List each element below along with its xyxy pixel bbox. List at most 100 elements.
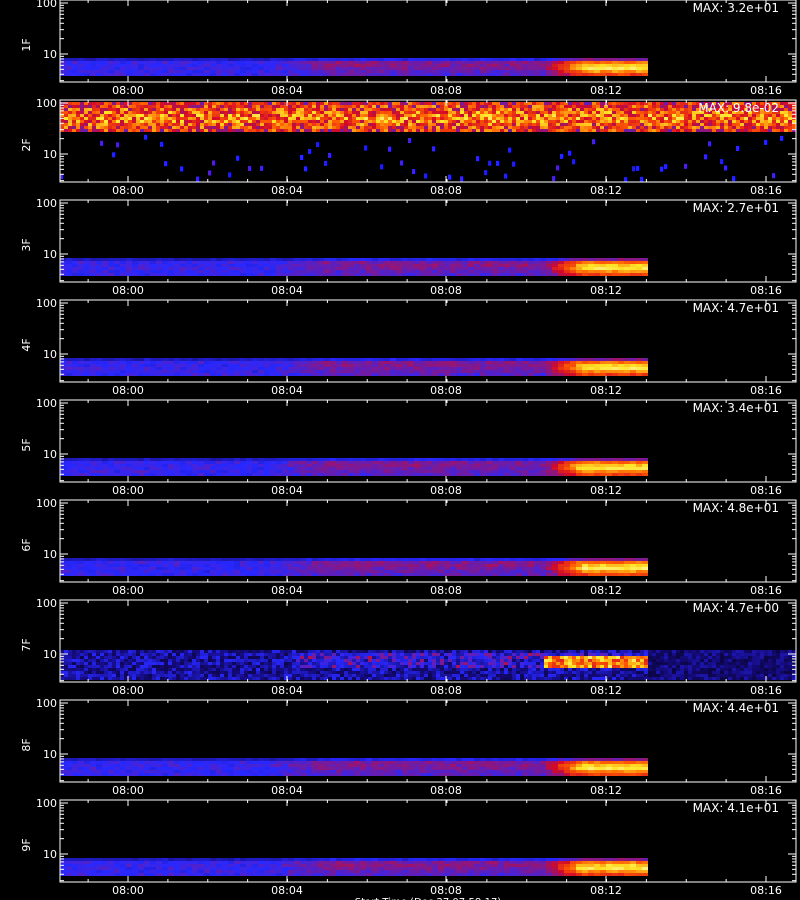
panel-frame: [59, 699, 797, 783]
max-label: MAX: 4.7e+00: [693, 601, 779, 615]
x-tick-label: 08:00: [112, 484, 144, 497]
panel-6f: 10 100 08:00 08:04 08:08 08:12 08:16 6F MAX: 4.8…: [20, 497, 797, 597]
x-tick-label: 08:16: [750, 84, 782, 97]
x-tick-label: 08:04: [271, 184, 303, 197]
x-tick-label: 08:04: [271, 84, 303, 97]
x-tick-label: 08:08: [430, 284, 462, 297]
y-tick-label: 10: [43, 548, 57, 561]
y-axis-label: 7F: [20, 638, 33, 651]
x-tick-label: 08:12: [590, 784, 622, 797]
y-tick-label: 100: [36, 497, 57, 510]
heatmap-cells: [60, 758, 648, 776]
heatmap-cells: [60, 258, 648, 276]
x-tick-label: 08:12: [590, 184, 622, 197]
y-tick-label: 10: [43, 148, 57, 161]
x-tick-label: 08:04: [271, 584, 303, 597]
x-tick-label: 08:12: [590, 284, 622, 297]
x-tick-label: 08:16: [750, 784, 782, 797]
panel-9f: 10 100 08:00 08:04 08:08 08:12 08:16 9F MAX: 4.1…: [20, 797, 797, 897]
x-tick-label: 08:08: [430, 784, 462, 797]
y-axis-label: 3F: [20, 238, 33, 251]
x-tick-label: 08:16: [750, 584, 782, 597]
y-tick-label: 10: [43, 348, 57, 361]
heatmap-cells: [60, 102, 796, 182]
x-tick-label: 08:04: [271, 884, 303, 897]
max-label: MAX: 3.2e+01: [693, 1, 779, 15]
x-tick-label: 08:12: [590, 584, 622, 597]
heatmap-cells: [60, 358, 648, 376]
y-tick-label: 10: [43, 48, 57, 61]
x-tick-label: 08:16: [750, 684, 782, 697]
y-tick-label: 100: [36, 0, 57, 10]
y-tick-label: 10: [43, 748, 57, 761]
x-tick-label: 08:16: [750, 384, 782, 397]
y-tick-label: 10: [43, 448, 57, 461]
y-axis-label: 1F: [20, 38, 33, 51]
x-tick-label: 08:04: [271, 784, 303, 797]
max-label: MAX: 4.1e+01: [693, 801, 779, 815]
x-tick-label: 08:00: [112, 784, 144, 797]
max-label: MAX: 2.7e+01: [693, 201, 779, 215]
y-tick-label: 100: [36, 597, 57, 610]
heatmap-cells: [60, 458, 648, 476]
x-tick-label: 08:12: [590, 884, 622, 897]
x-tick-label: 08:12: [590, 484, 622, 497]
x-tick-label: 08:12: [590, 684, 622, 697]
panel-frame: [59, 99, 797, 183]
max-label: MAX: 9.8e-02: [698, 101, 779, 115]
x-tick-label: 08:12: [590, 84, 622, 97]
heatmap-cells: [60, 58, 648, 76]
panel-5f: 10 100 08:00 08:04 08:08 08:12 08:16 5F MAX: 3.4…: [20, 397, 797, 497]
panel-frame: [59, 399, 797, 483]
x-axis-label: Start Time (Dec 27 07:58:17): [355, 897, 502, 900]
heatmap-cells: [60, 650, 796, 680]
panel-frame: [59, 299, 797, 383]
x-tick-label: 08:16: [750, 184, 782, 197]
y-tick-label: 10: [43, 648, 57, 661]
x-tick-label: 08:00: [112, 184, 144, 197]
x-tick-label: 08:16: [750, 484, 782, 497]
y-axis-label: 5F: [20, 438, 33, 451]
panel-frame: [59, 599, 797, 683]
x-tick-label: 08:08: [430, 184, 462, 197]
panel-2f: 10 100 08:00 08:04 08:08 08:12 08:16 2F MAX: 9.8…: [20, 97, 797, 197]
max-label: MAX: 3.4e+01: [693, 401, 779, 415]
y-axis-label: 8F: [20, 738, 33, 751]
x-tick-label: 08:00: [112, 384, 144, 397]
panel-frame: [59, 0, 797, 83]
y-tick-label: 100: [36, 297, 57, 310]
x-tick-label: 08:00: [112, 584, 144, 597]
x-tick-label: 08:08: [430, 684, 462, 697]
x-tick-label: 08:04: [271, 384, 303, 397]
panel-8f: 10 100 08:00 08:04 08:08 08:12 08:16 8F MAX: 4.4…: [20, 697, 797, 797]
y-axis-label: 6F: [20, 538, 33, 551]
y-tick-label: 10: [43, 248, 57, 261]
heatmap-cells: [60, 558, 648, 576]
panel-frame: [59, 799, 797, 883]
y-tick-label: 100: [36, 697, 57, 710]
heatmap-cells: [60, 858, 648, 876]
panel-frame: [59, 499, 797, 583]
x-tick-label: 08:00: [112, 684, 144, 697]
y-axis-label: 2F: [20, 138, 33, 151]
x-tick-label: 08:08: [430, 84, 462, 97]
x-tick-label: 08:08: [430, 484, 462, 497]
x-tick-label: 08:00: [112, 884, 144, 897]
x-tick-label: 08:16: [750, 884, 782, 897]
y-tick-label: 100: [36, 397, 57, 410]
x-tick-label: 08:08: [430, 584, 462, 597]
y-tick-label: 100: [36, 97, 57, 110]
max-label: MAX: 4.8e+01: [693, 501, 779, 515]
x-tick-label: 08:00: [112, 284, 144, 297]
x-tick-label: 08:04: [271, 484, 303, 497]
x-tick-label: 08:16: [750, 284, 782, 297]
panel-7f: 10 100 08:00 08:04 08:08 08:12 08:16 7F MAX: 4.7…: [20, 597, 797, 697]
y-axis-label: 9F: [20, 838, 33, 851]
y-axis-label: 4F: [20, 338, 33, 351]
x-tick-label: 08:04: [271, 684, 303, 697]
panel-1f: 10 100 08:00 08:04 08:08 08:12 08:16 1F MAX: 3.2…: [20, 0, 797, 97]
panel-3f: 10 100 08:00 08:04 08:08 08:12 08:16 3F MAX: 2.7…: [20, 197, 797, 297]
y-tick-label: 100: [36, 197, 57, 210]
y-tick-label: 100: [36, 797, 57, 810]
